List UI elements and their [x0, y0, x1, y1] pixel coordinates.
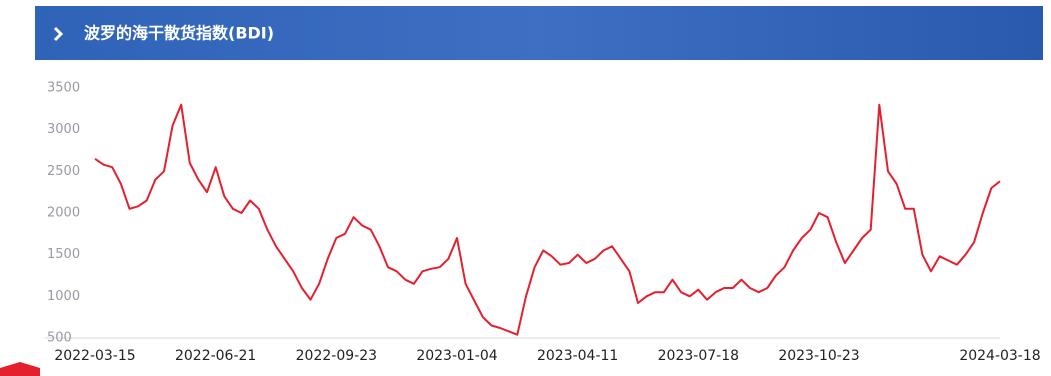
- corner-decoration: [0, 362, 40, 376]
- x-tick-label: 2022-06-21: [175, 348, 256, 364]
- x-tick-label: 2022-09-23: [296, 348, 377, 364]
- x-tick-label: 2023-01-04: [416, 348, 497, 364]
- y-tick-label: 500: [47, 331, 72, 346]
- x-tick-label: 2023-10-23: [778, 348, 859, 364]
- x-tick-label: 2022-03-15: [54, 348, 135, 364]
- y-tick-label: 2500: [47, 164, 80, 179]
- header-bar: [35, 6, 1043, 60]
- y-tick-label: 2000: [47, 206, 80, 221]
- y-tick-label: 1000: [47, 289, 80, 304]
- y-tick-label: 3500: [47, 81, 80, 96]
- chart-title: 波罗的海干散货指数(BDI): [84, 24, 274, 43]
- x-tick-label: 2023-04-11: [537, 348, 618, 364]
- y-tick-label: 1500: [47, 247, 80, 262]
- x-tick-label: 2023-07-18: [658, 348, 739, 364]
- chevron-icon: [53, 26, 64, 42]
- x-tick-label: 2024-03-18: [959, 348, 1040, 364]
- data-line: [94, 103, 1001, 336]
- y-tick-label: 3000: [47, 122, 80, 137]
